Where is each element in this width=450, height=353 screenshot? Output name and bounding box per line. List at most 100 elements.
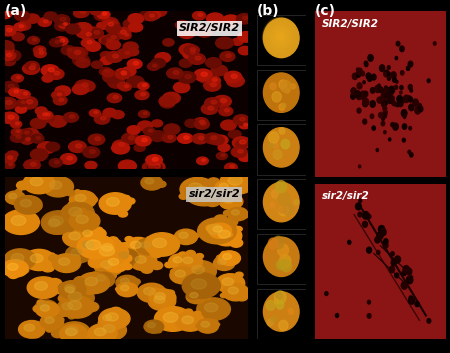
Circle shape — [148, 322, 155, 328]
Circle shape — [78, 227, 102, 243]
Circle shape — [102, 17, 118, 28]
Circle shape — [38, 18, 51, 26]
Circle shape — [213, 256, 235, 270]
Text: sir2/sir2: sir2/sir2 — [189, 190, 240, 199]
Circle shape — [82, 334, 89, 338]
Circle shape — [201, 188, 225, 204]
Circle shape — [198, 136, 204, 140]
Circle shape — [0, 25, 16, 36]
Circle shape — [20, 199, 32, 207]
Circle shape — [186, 290, 207, 304]
Circle shape — [143, 112, 147, 114]
Circle shape — [270, 83, 276, 90]
Circle shape — [163, 312, 178, 322]
Circle shape — [66, 226, 74, 231]
Circle shape — [57, 93, 62, 96]
Circle shape — [364, 62, 368, 67]
Circle shape — [391, 72, 396, 78]
Circle shape — [117, 82, 129, 90]
Circle shape — [102, 20, 117, 30]
Circle shape — [263, 128, 299, 167]
Circle shape — [73, 23, 89, 32]
Circle shape — [367, 300, 370, 304]
Circle shape — [60, 17, 66, 21]
Circle shape — [95, 240, 124, 258]
Circle shape — [11, 128, 22, 136]
Circle shape — [96, 250, 104, 256]
Circle shape — [90, 240, 128, 265]
Circle shape — [183, 51, 195, 59]
Circle shape — [275, 183, 284, 191]
Circle shape — [118, 160, 136, 172]
Circle shape — [33, 46, 46, 54]
Circle shape — [410, 153, 413, 157]
Circle shape — [92, 272, 115, 288]
Circle shape — [367, 214, 371, 219]
Circle shape — [139, 110, 149, 118]
Circle shape — [186, 250, 195, 257]
Circle shape — [218, 197, 225, 203]
Circle shape — [119, 83, 131, 91]
Circle shape — [356, 68, 359, 71]
Circle shape — [363, 100, 368, 107]
Circle shape — [120, 32, 131, 39]
Circle shape — [415, 301, 419, 307]
Circle shape — [266, 20, 295, 53]
Circle shape — [63, 23, 68, 25]
Circle shape — [58, 294, 72, 303]
Circle shape — [236, 14, 252, 24]
Circle shape — [370, 114, 374, 119]
Circle shape — [395, 56, 398, 60]
Circle shape — [76, 215, 88, 223]
Circle shape — [65, 227, 78, 237]
Circle shape — [40, 327, 46, 330]
Circle shape — [356, 92, 362, 100]
Circle shape — [225, 217, 238, 226]
Circle shape — [198, 218, 236, 244]
Circle shape — [194, 118, 208, 127]
Text: (a): (a) — [4, 4, 27, 18]
Circle shape — [124, 261, 133, 267]
Circle shape — [39, 52, 44, 54]
Circle shape — [63, 228, 91, 247]
Circle shape — [368, 76, 372, 82]
Circle shape — [43, 113, 47, 116]
Circle shape — [112, 110, 124, 119]
Circle shape — [220, 293, 227, 298]
Circle shape — [377, 97, 382, 103]
Circle shape — [99, 193, 131, 214]
FancyBboxPatch shape — [256, 234, 306, 284]
Circle shape — [384, 86, 387, 90]
Circle shape — [273, 236, 284, 249]
Circle shape — [263, 183, 299, 222]
Circle shape — [41, 111, 53, 119]
Circle shape — [151, 262, 162, 270]
Circle shape — [70, 115, 75, 118]
Circle shape — [167, 68, 183, 79]
Circle shape — [118, 211, 127, 217]
FancyBboxPatch shape — [256, 15, 306, 65]
Circle shape — [221, 21, 234, 29]
Circle shape — [50, 216, 63, 226]
Circle shape — [269, 143, 273, 148]
Circle shape — [165, 262, 173, 268]
Circle shape — [238, 32, 254, 42]
Circle shape — [387, 76, 391, 80]
Circle shape — [267, 319, 273, 326]
Circle shape — [35, 282, 47, 290]
Circle shape — [76, 144, 82, 148]
Circle shape — [201, 72, 207, 76]
Circle shape — [391, 260, 396, 266]
Circle shape — [211, 83, 216, 87]
Circle shape — [61, 284, 83, 299]
Circle shape — [50, 38, 63, 47]
Circle shape — [274, 30, 287, 44]
Circle shape — [42, 114, 54, 122]
Circle shape — [85, 302, 99, 312]
Circle shape — [65, 287, 74, 293]
Circle shape — [21, 256, 33, 265]
Circle shape — [3, 58, 15, 66]
Circle shape — [203, 30, 208, 34]
Circle shape — [368, 55, 373, 61]
Circle shape — [103, 108, 117, 117]
